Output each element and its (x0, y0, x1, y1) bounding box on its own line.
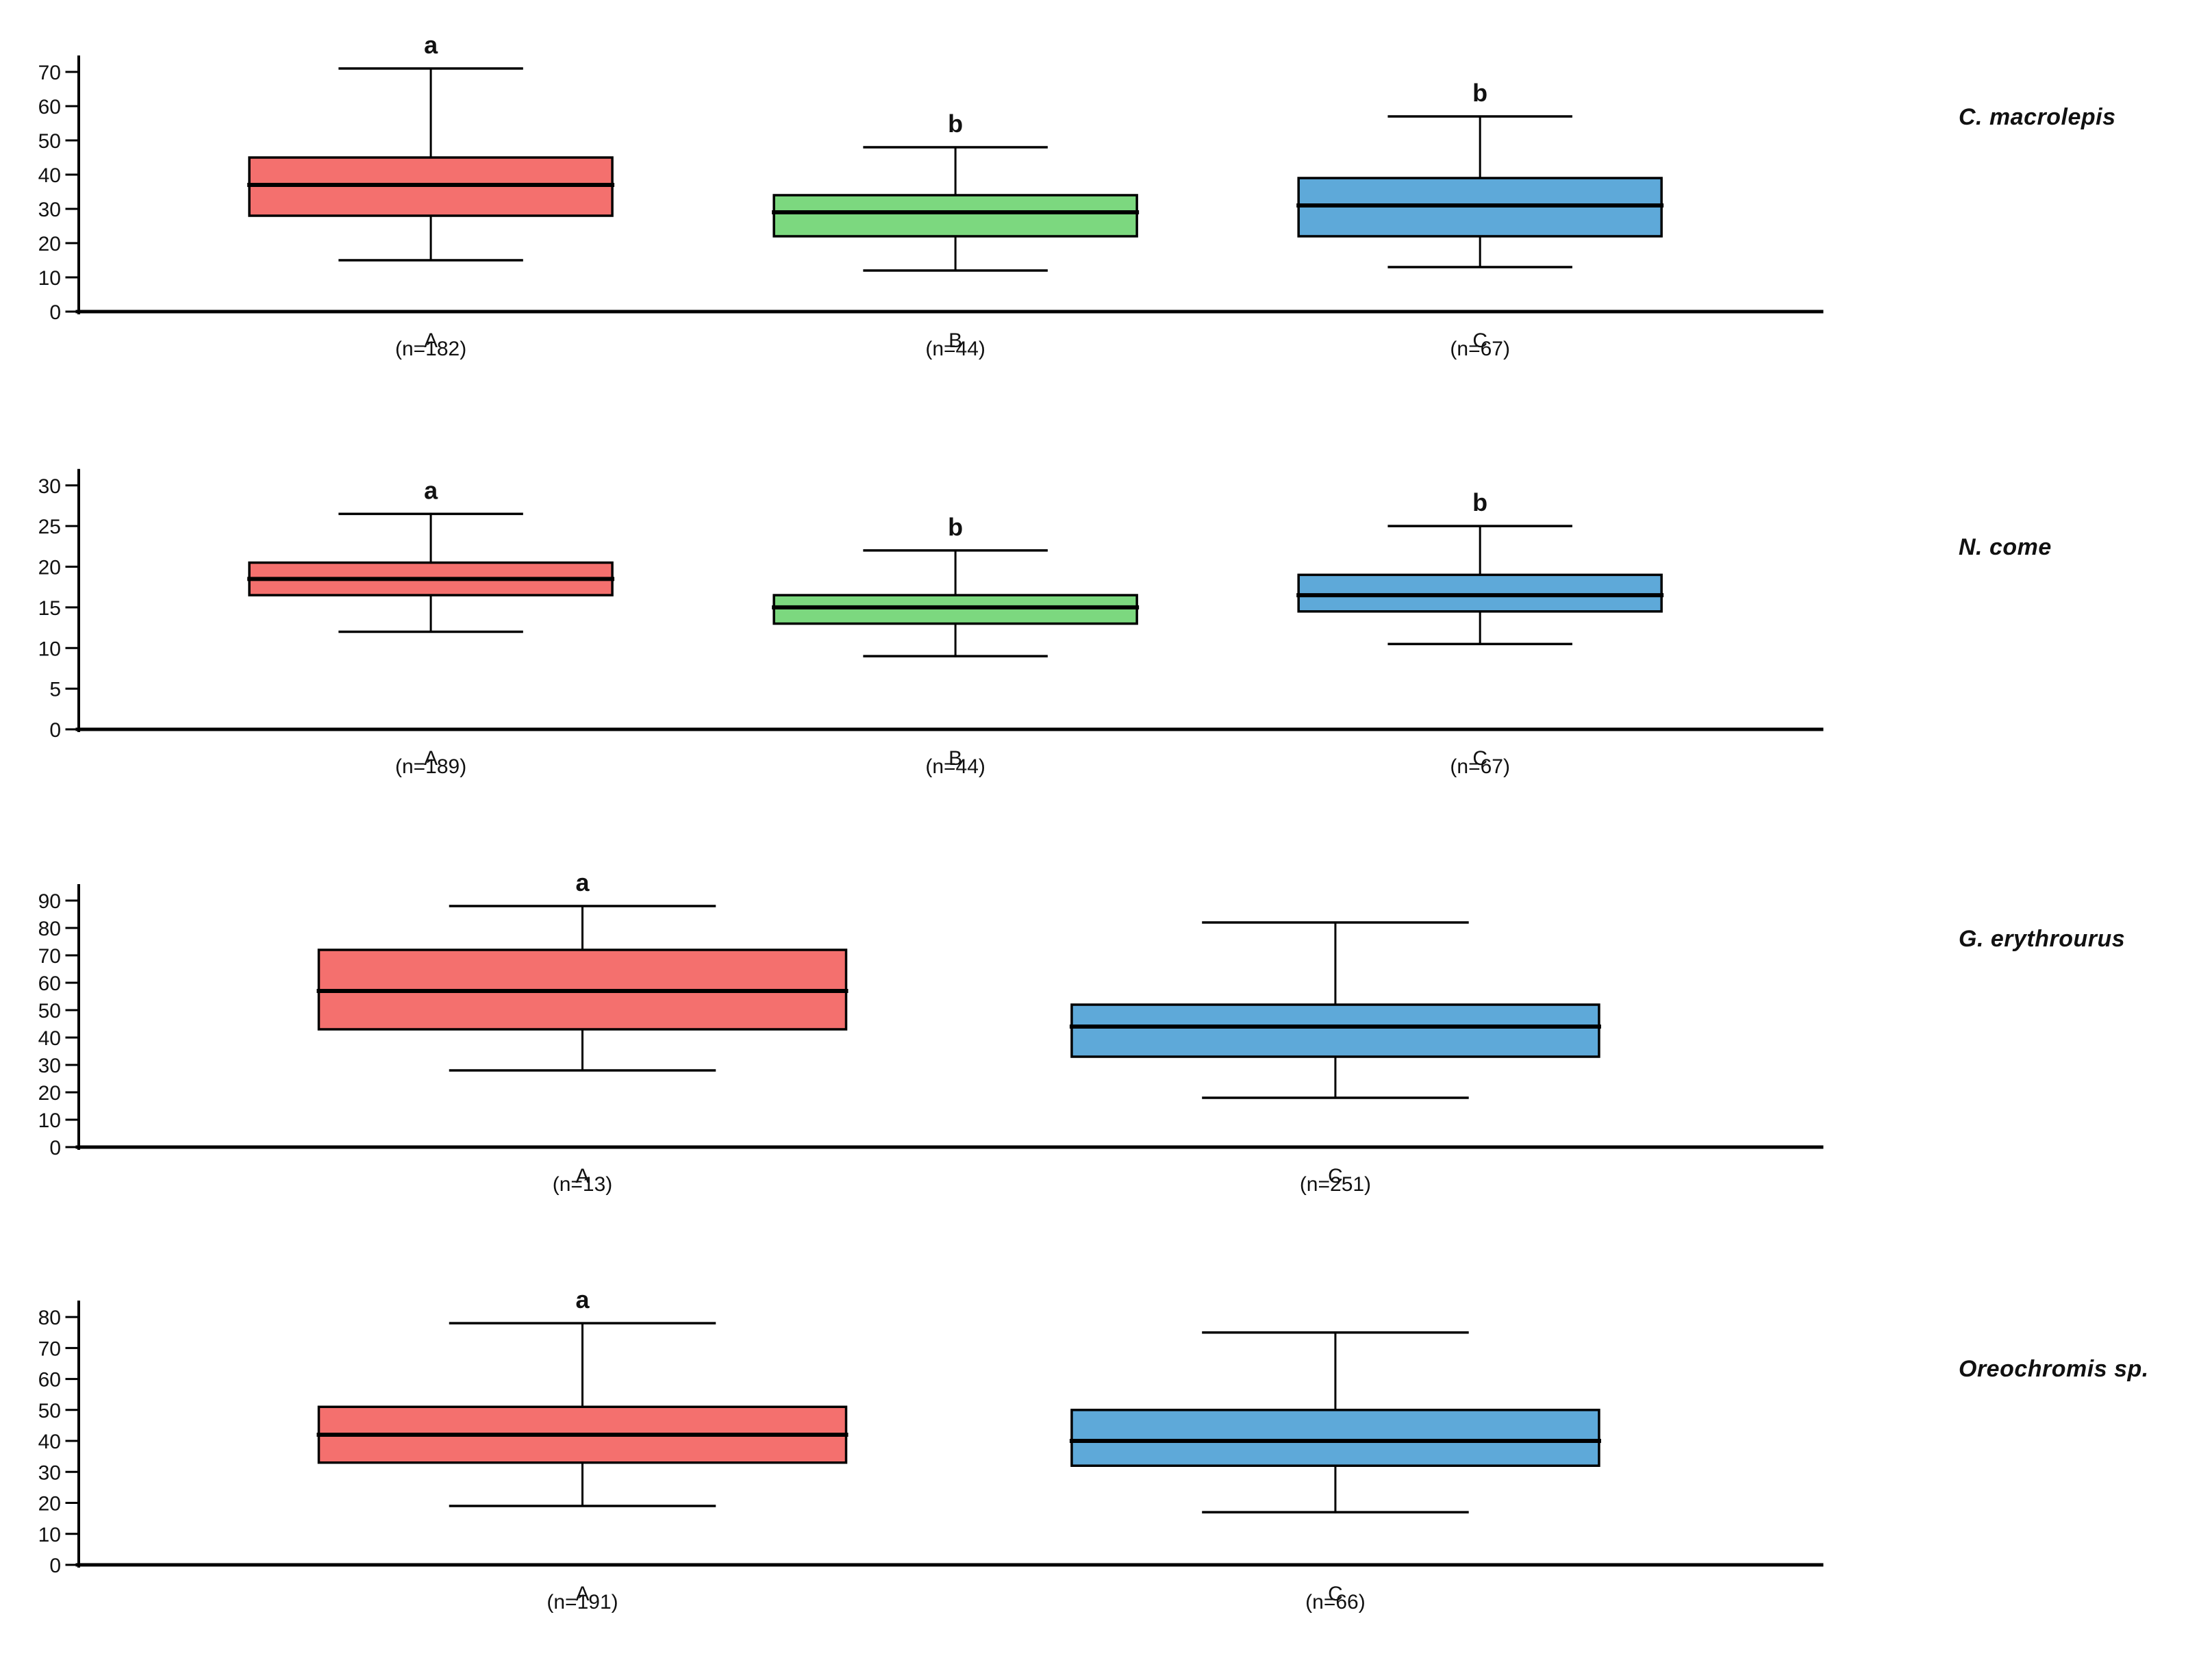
y-tick-label: 70 (38, 1337, 61, 1360)
x-group-letter: A (424, 329, 438, 352)
y-tick-label: 10 (38, 638, 61, 660)
x-group-letter: A (575, 1165, 589, 1188)
sig-letter: a (424, 31, 438, 59)
x-group-letter: C (1472, 329, 1487, 352)
sig-letter: a (424, 476, 438, 504)
sig-letter: a (575, 1285, 590, 1314)
y-tick-label: 70 (38, 62, 61, 84)
x-sample-size-label: (n=189) (395, 755, 466, 778)
box-group-A: a A(n=13) (316, 868, 849, 1196)
sig-letter: b (1472, 79, 1487, 107)
y-ticks: 0 10 20 30 40 50 60 70 80 (38, 1307, 80, 1577)
iqr-box (772, 194, 1138, 238)
box-group-B: b B(n=44) (772, 513, 1140, 778)
x-sample-size-label: (n=251) (1300, 1173, 1371, 1196)
species-label-g-erythrourus: G. erythrourus (1959, 926, 2126, 952)
y-tick-label: 30 (38, 199, 61, 221)
y-tick-label: 70 (38, 945, 61, 968)
y-tick-label: 15 (38, 597, 61, 620)
y-tick-label: 30 (38, 1461, 61, 1484)
box-group-C: b C(n=67) (1296, 79, 1664, 360)
x-group-letter: C (1328, 1165, 1343, 1188)
sig-letter: b (1472, 488, 1487, 516)
boxplot-panel-3: 0 10 20 30 40 50 60 70 80 90 a A(n=13) C(n=251) (38, 868, 1824, 1196)
x-sample-size-label: (n=13) (553, 1173, 613, 1196)
y-tick-label: 10 (38, 1109, 61, 1132)
box-group-C: C(n=251) (1069, 921, 1601, 1196)
species-label-oreochromis: Oreochromis sp. (1959, 1356, 2149, 1382)
y-tick-label: 5 (49, 679, 61, 701)
sig-letter: b (948, 110, 963, 138)
y-tick-label: 10 (38, 1524, 61, 1546)
x-sample-size-label: (n=44) (925, 755, 985, 778)
y-tick-label: 10 (38, 267, 61, 290)
x-group-letter: C (1472, 747, 1487, 770)
y-tick-label: 0 (49, 1137, 61, 1159)
y-tick-label: 40 (38, 1431, 61, 1453)
y-tick-label: 90 (38, 890, 61, 913)
x-sample-size-label: (n=182) (395, 338, 466, 360)
y-tick-label: 20 (38, 233, 61, 255)
species-label-c-macrolepis: C. macrolepis (1959, 104, 2116, 130)
species-label-n-come: N. come (1959, 534, 2052, 560)
boxplot-panel-2: 0 5 10 15 20 25 30 a A(n=189) b B(n=44) b C(n=67) (38, 468, 1824, 778)
x-group-letter: B (948, 747, 962, 770)
iqr-box (1070, 1409, 1600, 1467)
y-tick-label: 60 (38, 972, 61, 995)
x-group-letter: B (948, 329, 962, 352)
y-ticks: 0 10 20 30 40 50 60 70 (38, 62, 80, 324)
iqr-box (1070, 1003, 1600, 1058)
box-group-A: a A(n=182) (247, 31, 615, 360)
y-tick-label: 30 (38, 1055, 61, 1077)
box-group-C: C(n=66) (1069, 1331, 1601, 1613)
y-tick-label: 80 (38, 918, 61, 940)
boxplot-panel-1: 0 10 20 30 40 50 60 70 a A(n=182) b B(n=44) b C(n=67) (38, 31, 1824, 360)
box-group-A: a A(n=191) (316, 1285, 849, 1613)
y-tick-label: 20 (38, 1082, 61, 1105)
y-tick-label: 40 (38, 164, 61, 187)
y-tick-label: 20 (38, 1493, 61, 1516)
x-sample-size-label: (n=67) (1450, 338, 1510, 360)
y-tick-label: 20 (38, 557, 61, 579)
y-tick-label: 50 (38, 130, 61, 153)
y-tick-label: 80 (38, 1307, 61, 1329)
y-tick-label: 0 (49, 301, 61, 324)
x-sample-size-label: (n=44) (925, 338, 985, 360)
y-tick-label: 50 (38, 1400, 61, 1422)
y-tick-label: 40 (38, 1027, 61, 1050)
y-tick-label: 0 (49, 719, 61, 742)
box-group-A: a A(n=189) (247, 476, 615, 778)
y-tick-label: 60 (38, 96, 61, 118)
y-tick-label: 60 (38, 1369, 61, 1392)
x-group-letter: C (1328, 1583, 1343, 1605)
x-sample-size-label: (n=191) (546, 1591, 618, 1613)
box-group-B: b B(n=44) (772, 110, 1140, 360)
y-ticks: 0 10 20 30 40 50 60 70 80 90 (38, 890, 80, 1159)
x-sample-size-label: (n=66) (1305, 1591, 1366, 1613)
y-tick-label: 25 (38, 516, 61, 538)
boxplot-panel-4: 0 10 20 30 40 50 60 70 80 a A(n=191) C(n=66) (38, 1285, 1824, 1613)
y-tick-label: 0 (49, 1555, 61, 1577)
y-tick-label: 30 (38, 475, 61, 498)
x-sample-size-label: (n=67) (1450, 755, 1510, 778)
box-group-C: b C(n=67) (1296, 488, 1664, 778)
sig-letter: a (575, 868, 590, 896)
x-group-letter: A (575, 1583, 589, 1605)
sig-letter: b (948, 513, 963, 541)
y-tick-label: 50 (38, 1000, 61, 1022)
x-group-letter: A (424, 747, 438, 770)
y-ticks: 0 5 10 15 20 25 30 (38, 475, 80, 742)
